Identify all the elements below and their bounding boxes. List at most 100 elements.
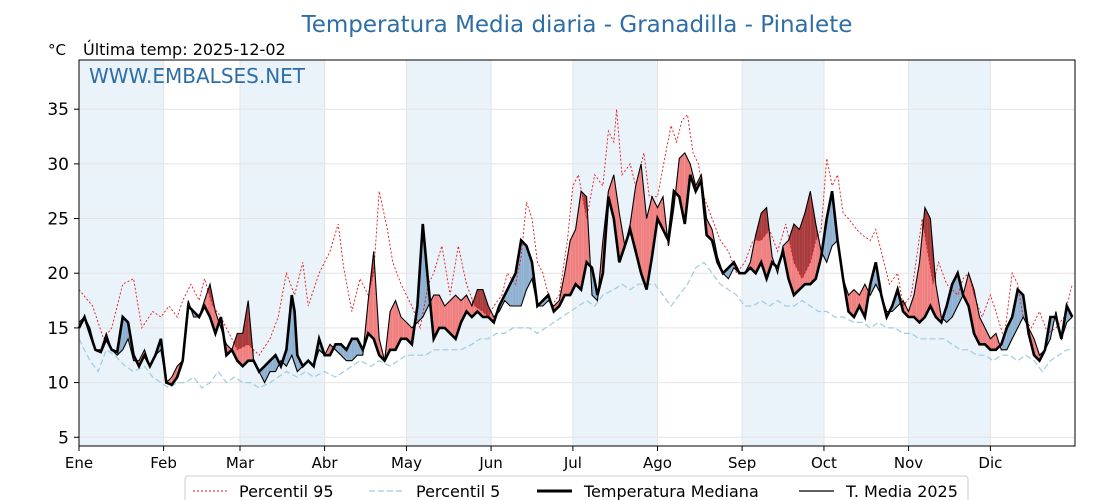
fill-above-median — [922, 207, 925, 320]
fill-below-median — [354, 338, 358, 358]
plot-frame — [78, 59, 1076, 447]
fill-below-median — [272, 355, 276, 372]
fill-above-median — [638, 163, 642, 274]
fill-above-median — [395, 300, 399, 350]
fill-above-median — [392, 300, 396, 350]
series-line-temperatura-mediana — [77, 174, 1074, 387]
x-tick-label: Abr — [312, 454, 339, 472]
month-band — [406, 60, 492, 446]
fill-below-median — [521, 240, 524, 307]
series-line-percentil-5 — [78, 261, 1073, 389]
fill-above-p95 — [485, 297, 489, 317]
fill-above-median — [444, 303, 448, 331]
x-tick-label: Feb — [150, 454, 177, 472]
fill-below-median — [261, 366, 265, 383]
last-temp-label: Última temp: 2025-12-02 — [83, 40, 286, 59]
series-line-percentil-95 — [78, 109, 1073, 356]
fill-above-median — [581, 191, 584, 290]
fill-above-median — [447, 300, 451, 334]
x-tick-label: Oct — [811, 454, 837, 472]
fill-above-median — [682, 152, 685, 225]
fill-above-median — [990, 336, 994, 350]
fill-above-p95 — [239, 333, 243, 349]
fill-above-median — [911, 295, 915, 317]
fill-above-median — [400, 316, 404, 339]
fill-above-median — [619, 213, 623, 263]
y-tick-label: 25 — [47, 210, 69, 230]
fill-below-median — [954, 273, 958, 312]
fill-above-median — [982, 322, 985, 345]
fill-above-median — [660, 196, 663, 230]
fill-above-p95 — [802, 213, 805, 279]
fill-above-median — [935, 284, 939, 320]
fill-above-median — [561, 273, 565, 301]
legend-label-median: Temperatura Mediana — [583, 482, 759, 500]
x-axis: Ene Feb Mar Abr May Jun Jul Ago Sep Oct Nov Dic — [65, 446, 1002, 472]
fill-above-p95 — [791, 224, 794, 263]
fill-above-median — [753, 234, 756, 274]
x-tick-label: Sep — [728, 454, 756, 472]
fill-above-median — [390, 306, 393, 350]
watermark: WWW.EMBALSES.NET — [89, 64, 306, 88]
x-tick-label: Ago — [643, 454, 672, 472]
fill-above-median — [327, 344, 331, 356]
x-tick-label: Ene — [65, 454, 93, 472]
x-tick-label: Dic — [978, 454, 1002, 472]
fill-above-median — [993, 333, 996, 350]
x-tick-label: Jul — [563, 454, 582, 472]
fill-above-p95 — [804, 202, 808, 274]
fill-above-median — [641, 163, 644, 282]
fill-above-median — [450, 297, 453, 337]
series-line-t-media-2025 — [78, 151, 1073, 384]
fill-above-median — [578, 191, 582, 290]
fill-above-median — [455, 295, 459, 339]
fill-above-p95 — [242, 316, 246, 348]
fill-above-p95 — [924, 207, 928, 252]
fill-above-p95 — [807, 191, 811, 268]
fill-above-p95 — [237, 333, 240, 350]
fill-above-p95 — [793, 224, 797, 268]
fill-above-p95 — [796, 226, 800, 274]
fill-above-p95 — [758, 213, 762, 241]
legend-label-year: T. Media 2025 — [845, 482, 958, 500]
fill-above-median — [373, 251, 377, 348]
fill-above-median — [575, 210, 579, 287]
fill-above-p95 — [763, 207, 767, 237]
fill-above-median — [564, 256, 568, 296]
fill-above-median — [433, 295, 437, 339]
fill-below-median — [523, 243, 527, 298]
chart-title: Temperatura Media diaria - Granadilla - … — [301, 12, 853, 38]
legend: Percentil 95 Percentil 5 Temperatura Med… — [184, 475, 969, 500]
fill-above-median — [441, 300, 445, 328]
x-tick-label: Nov — [894, 454, 923, 472]
fill-above-p95 — [813, 207, 816, 252]
x-tick-label: May — [391, 454, 422, 472]
fill-above-median — [469, 300, 472, 317]
legend-box — [184, 475, 969, 500]
fill-above-median — [452, 295, 456, 339]
fill-above-median — [570, 234, 573, 296]
fill-below-median — [1017, 289, 1021, 328]
fill-above-median — [436, 295, 440, 334]
x-tick-label: Jun — [478, 454, 502, 472]
fill-above-median — [851, 289, 854, 317]
fill-above-median — [646, 207, 650, 290]
fill-above-p95 — [477, 289, 481, 310]
fill-above-p95 — [810, 191, 814, 263]
fill-above-p95 — [799, 221, 803, 279]
fill-above-p95 — [474, 289, 478, 308]
fill-above-median — [398, 308, 401, 345]
fill-above-median — [406, 322, 410, 342]
fill-above-p95 — [922, 207, 925, 235]
y-tick-label: 5 — [58, 428, 69, 448]
fill-below-median — [122, 316, 126, 350]
month-bands — [79, 60, 991, 446]
legend-label-p95: Percentil 95 — [239, 482, 334, 500]
fill-above-median — [403, 319, 407, 339]
fill-above-p95 — [482, 289, 486, 315]
y-tick-label: 10 — [47, 374, 69, 394]
y-axis: 5 10 15 20 25 30 35 — [47, 100, 79, 448]
legend-label-p5: Percentil 5 — [416, 482, 500, 500]
month-band — [239, 60, 325, 446]
